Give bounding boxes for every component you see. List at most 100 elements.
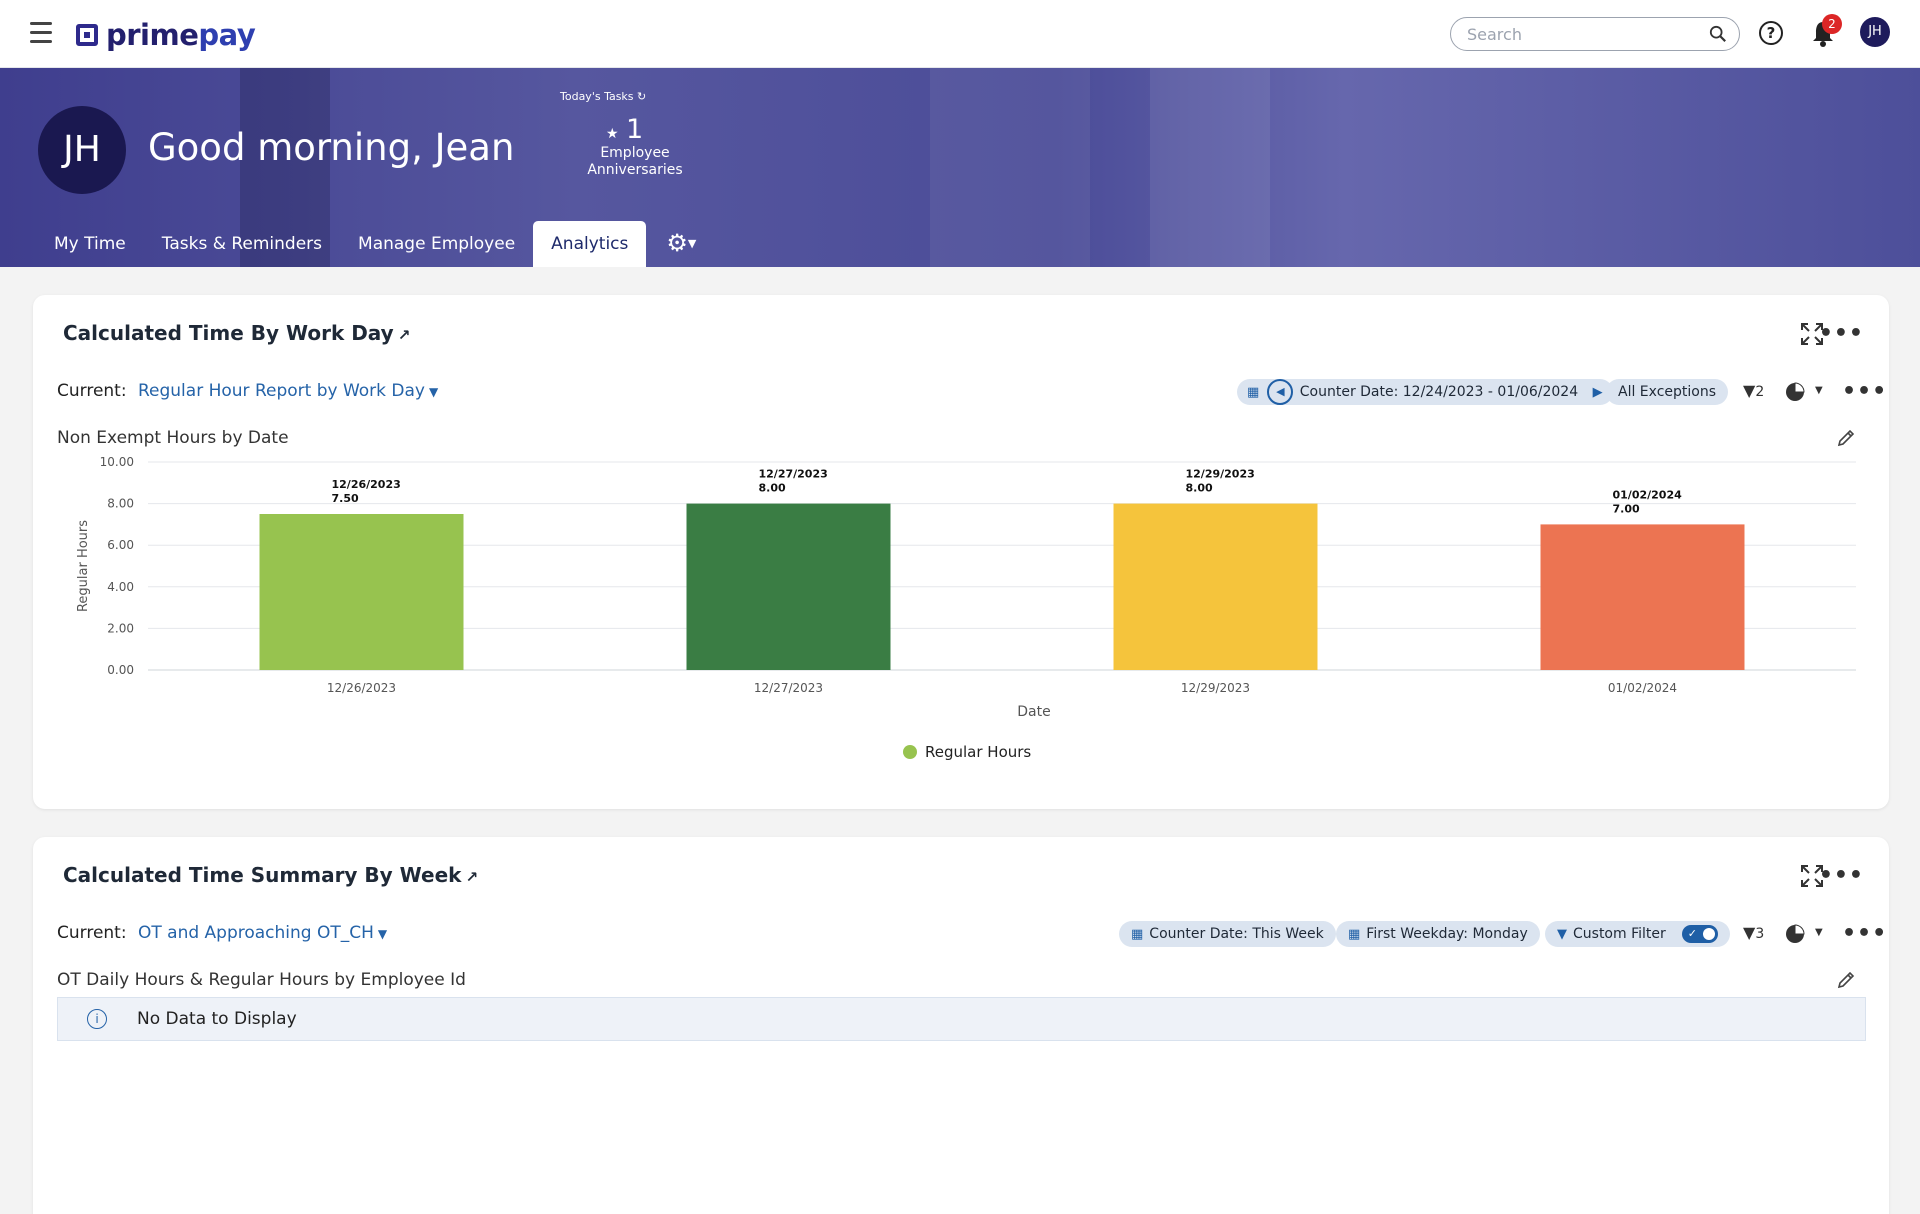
bar-12-26-2023 xyxy=(259,514,464,670)
bar-value-label: 7.50 xyxy=(332,492,359,505)
tab-analytics[interactable]: Analytics xyxy=(533,221,647,267)
counter-date-pill[interactable]: ▦ Counter Date: This Week xyxy=(1119,921,1336,947)
bar-value-label: 7.00 xyxy=(1613,502,1640,515)
banner-photo-shade xyxy=(1150,68,1270,267)
greeting-text: Good morning, Jean xyxy=(148,126,515,169)
calendar-icon: ▦ xyxy=(1247,385,1260,400)
bar-date-label: 12/29/2023 xyxy=(1186,468,1255,481)
notification-badge: 2 xyxy=(1822,14,1842,34)
y-tick-label: 10.00 xyxy=(100,455,134,469)
widget-work-day: Calculated Time By Work Day ↗ ••• Current… xyxy=(33,295,1889,809)
next-period-button[interactable]: ▶ xyxy=(1592,385,1603,400)
external-link-icon[interactable]: ↗ xyxy=(397,326,411,344)
widget-title[interactable]: Calculated Time Summary By Week ↗ xyxy=(63,863,479,887)
hero-banner: JH Good morning, Jean Today's Tasks ↻ ★ … xyxy=(0,68,1920,267)
bar-value-label: 8.00 xyxy=(1186,482,1213,495)
filter-icon[interactable]: ▼3 xyxy=(1743,923,1765,942)
search-icon[interactable] xyxy=(1709,25,1727,43)
exceptions-pill[interactable]: All Exceptions xyxy=(1606,379,1728,405)
current-report: Current: OT and Approaching OT_CH ▼ xyxy=(57,923,388,943)
report-selector[interactable]: Regular Hour Report by Work Day xyxy=(137,381,425,401)
y-tick-label: 2.00 xyxy=(107,621,134,635)
chart-legend[interactable]: Regular Hours xyxy=(903,743,1031,761)
chart-subtitle: OT Daily Hours & Regular Hours by Employ… xyxy=(57,970,466,990)
x-tick-label: 12/27/2023 xyxy=(754,681,823,695)
banner-photo-shade xyxy=(930,68,1090,267)
star-icon: ★ xyxy=(606,126,619,142)
top-bar: primepay ? 2 JH xyxy=(0,0,1920,68)
edit-pencil-icon[interactable] xyxy=(1836,970,1856,990)
banner-photo-shade xyxy=(240,68,330,267)
menu-icon[interactable] xyxy=(30,22,52,44)
x-axis-label: Date xyxy=(1017,704,1050,720)
todays-tasks-title[interactable]: Today's Tasks ↻ xyxy=(560,90,647,103)
filter-icon: ▼ xyxy=(1557,927,1567,942)
legend-dot xyxy=(903,745,917,759)
y-tick-label: 6.00 xyxy=(107,538,134,552)
user-avatar[interactable]: JH xyxy=(1860,17,1890,47)
no-data-text: No Data to Display xyxy=(137,1009,297,1029)
y-tick-label: 4.00 xyxy=(107,580,134,594)
more-options-icon[interactable]: ••• xyxy=(1818,863,1864,888)
y-tick-label: 8.00 xyxy=(107,497,134,511)
profile-avatar: JH xyxy=(38,106,126,194)
bar-date-label: 12/27/2023 xyxy=(759,468,828,481)
external-link-icon[interactable]: ↗ xyxy=(465,868,479,886)
calendar-icon: ▦ xyxy=(1131,927,1144,942)
bar-date-label: 12/26/2023 xyxy=(332,478,401,491)
tab-manage-employee[interactable]: Manage Employee xyxy=(358,234,516,254)
logo-mark-icon xyxy=(76,24,98,46)
info-icon: i xyxy=(87,1009,107,1029)
tasks-label[interactable]: Employee Anniversaries xyxy=(587,145,683,178)
chart-type-icon[interactable] xyxy=(1785,381,1807,403)
y-axis-label: Regular Hours xyxy=(76,520,91,612)
chart-subtitle: Non Exempt Hours by Date xyxy=(57,428,289,448)
custom-filter-pill[interactable]: ▼ Custom Filter ✓ xyxy=(1545,921,1730,947)
more-options-icon[interactable]: ••• xyxy=(1818,321,1864,346)
counter-date-pill[interactable]: ▦ ◀ Counter Date: 12/24/2023 - 01/06/2024… xyxy=(1237,379,1613,405)
tasks-count[interactable]: 1 xyxy=(626,114,644,145)
more-options-icon[interactable]: ••• xyxy=(1842,921,1888,946)
search-input[interactable] xyxy=(1467,18,1707,50)
first-weekday-pill[interactable]: ▦ First Weekday: Monday xyxy=(1336,921,1540,947)
expand-icon[interactable] xyxy=(1800,322,1824,346)
y-tick-label: 0.00 xyxy=(107,663,134,677)
bar-chart: 0.00 2.00 4.00 6.00 8.00 10.00 Regular Hours 12… xyxy=(76,455,1856,720)
help-icon[interactable]: ? xyxy=(1759,21,1783,45)
bar-12-29-2023 xyxy=(1113,503,1318,670)
x-tick-label: 01/02/2024 xyxy=(1608,681,1677,695)
chevron-down-icon: ▼ xyxy=(687,237,697,250)
current-report: Current: Regular Hour Report by Work Day… xyxy=(57,381,439,401)
chart-type-icon[interactable] xyxy=(1785,923,1807,945)
chevron-down-icon[interactable]: ▼ xyxy=(377,927,388,941)
chevron-down-icon[interactable]: ▼ xyxy=(1815,385,1823,396)
x-tick-label: 12/29/2023 xyxy=(1181,681,1250,695)
no-data-message: i No Data to Display xyxy=(57,997,1866,1041)
chevron-down-icon[interactable]: ▼ xyxy=(428,385,439,399)
edit-pencil-icon[interactable] xyxy=(1836,428,1856,448)
logo-text: primepay xyxy=(106,18,256,52)
previous-period-button[interactable]: ◀ xyxy=(1267,379,1294,405)
main-tabs: My Time Tasks & Reminders Manage Employe… xyxy=(36,221,716,267)
search-box xyxy=(1450,17,1740,51)
widget-summary-week: Calculated Time Summary By Week ↗ ••• Cur… xyxy=(33,837,1889,1214)
custom-filter-toggle[interactable]: ✓ xyxy=(1681,925,1718,943)
filter-icon[interactable]: ▼2 xyxy=(1743,381,1765,400)
more-options-icon[interactable]: ••• xyxy=(1842,379,1888,404)
widget-title[interactable]: Calculated Time By Work Day ↗ xyxy=(63,321,411,345)
chevron-down-icon[interactable]: ▼ xyxy=(1815,927,1823,938)
report-selector[interactable]: OT and Approaching OT_CH xyxy=(137,923,374,943)
tab-my-time[interactable]: My Time xyxy=(54,234,126,254)
gear-icon[interactable]: ⚙▼ xyxy=(666,229,697,257)
refresh-icon[interactable]: ↻ xyxy=(637,90,647,103)
bar-date-label: 01/02/2024 xyxy=(1613,488,1683,501)
bar-12-27-2023 xyxy=(686,503,891,670)
legend-label: Regular Hours xyxy=(925,743,1032,761)
primepay-logo[interactable]: primepay xyxy=(76,18,256,52)
expand-icon[interactable] xyxy=(1800,864,1824,888)
bar-01-02-2024 xyxy=(1540,524,1745,670)
tab-tasks-reminders[interactable]: Tasks & Reminders xyxy=(161,234,323,254)
x-tick-label: 12/26/2023 xyxy=(327,681,396,695)
calendar-icon: ▦ xyxy=(1348,927,1361,942)
check-icon: ✓ xyxy=(1687,927,1697,940)
